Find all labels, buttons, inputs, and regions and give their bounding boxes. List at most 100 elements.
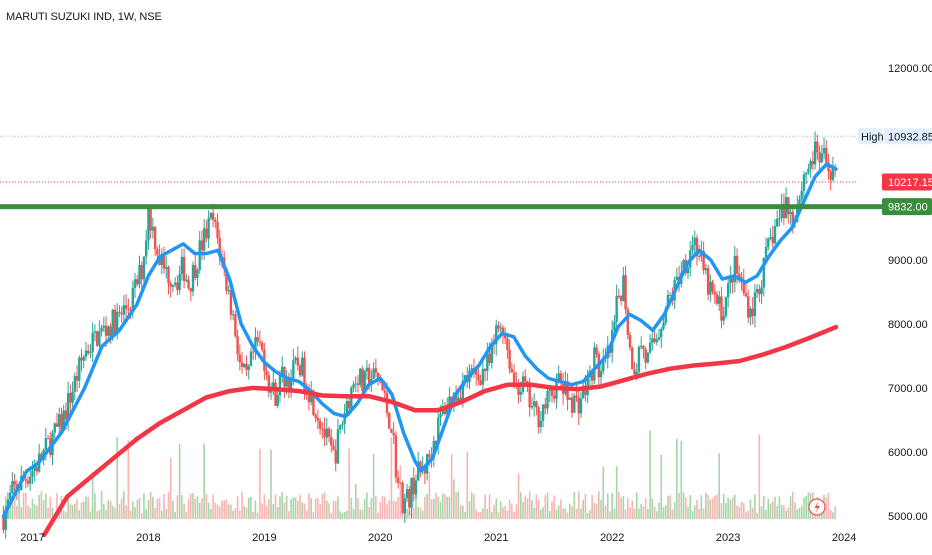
candle-body: [280, 366, 284, 374]
volume-bar: [718, 453, 721, 519]
candle-body: [11, 481, 14, 493]
volume-bar: [560, 499, 562, 519]
symbol-title: MARUTI SUZUKI IND, 1W, NSE: [6, 11, 162, 23]
volume-bar: [798, 507, 801, 519]
candle-body: [84, 350, 88, 357]
volume-bar: [62, 510, 65, 519]
candle-body: [439, 413, 442, 418]
candle-body: [800, 190, 803, 200]
volume-bar: [285, 495, 288, 519]
candle-body: [394, 435, 398, 478]
candle-body: [524, 376, 527, 382]
volume-layer: [2, 430, 836, 519]
volume-bar: [769, 503, 772, 519]
candle-body: [169, 283, 172, 287]
candle-body: [512, 372, 516, 383]
volume-bar: [47, 507, 49, 519]
last-price-badge: 10217.15: [882, 173, 932, 191]
volume-bar: [698, 508, 700, 519]
volume-bar: [178, 443, 181, 519]
volume-bar: [433, 498, 435, 519]
candle-body: [559, 373, 563, 384]
volume-bar: [120, 498, 123, 519]
volume-bar: [716, 494, 718, 519]
volume-bar: [281, 492, 283, 519]
volume-bar: [123, 491, 125, 519]
candle-body: [307, 394, 311, 403]
volume-bar: [31, 499, 34, 519]
volume-bar: [22, 493, 25, 519]
volume-bar: [488, 494, 491, 519]
volume-bar: [105, 509, 107, 519]
volume-bar: [116, 437, 118, 519]
candle-body: [142, 256, 146, 280]
volume-bar: [700, 495, 703, 519]
candle-body: [410, 477, 413, 508]
candle-body: [165, 266, 168, 269]
volume-bar: [424, 496, 426, 519]
candle-body: [64, 410, 68, 420]
candle-body: [437, 417, 440, 445]
candle-body: [207, 217, 210, 239]
volume-bar: [555, 509, 558, 519]
candle-body: [642, 345, 645, 349]
x-tick-label: 2023: [716, 532, 740, 544]
volume-bar: [412, 507, 415, 519]
volume-bar: [557, 505, 560, 519]
volume-bar: [618, 491, 620, 519]
volume-bar: [796, 509, 799, 519]
volume-bar: [470, 492, 473, 519]
volume-bar: [435, 492, 437, 519]
candle-body: [660, 328, 663, 338]
volume-bar: [350, 497, 353, 519]
candle-body: [713, 291, 716, 295]
candle-body: [697, 255, 701, 257]
candle-body: [709, 281, 712, 295]
volume-bar: [676, 438, 678, 519]
candle-body: [312, 390, 315, 416]
volume-bar: [575, 508, 578, 519]
candle-body: [820, 153, 823, 163]
candle-body: [354, 383, 357, 385]
volume-bar: [595, 504, 598, 519]
candle-body: [526, 381, 529, 383]
volume-bar: [89, 511, 92, 519]
volume-bar: [406, 508, 408, 519]
candle-body: [755, 289, 759, 293]
candle-body: [173, 282, 177, 285]
candle-body: [633, 369, 636, 375]
y-tick-label: 7000.00: [888, 383, 928, 395]
volume-bar: [477, 512, 480, 519]
candle-body: [321, 428, 324, 430]
volume-bar: [111, 506, 114, 519]
volume-bar: [564, 508, 567, 519]
volume-bar: [370, 498, 373, 519]
candle-body: [637, 347, 641, 372]
candle-body: [577, 397, 580, 414]
candle-body: [58, 414, 61, 427]
candle-body: [53, 423, 56, 433]
candle-body: [749, 308, 752, 318]
candle-body: [702, 250, 705, 271]
candle-body: [314, 415, 317, 419]
candle-body: [651, 338, 654, 343]
candle-body: [44, 438, 48, 451]
volume-bar: [571, 506, 573, 519]
candle-body: [216, 221, 219, 238]
volume-bar: [774, 496, 776, 519]
candle-body: [60, 414, 63, 431]
volume-bar: [832, 512, 834, 519]
volume-bar: [493, 504, 495, 519]
candle-body: [762, 257, 766, 288]
candle-body: [17, 489, 21, 491]
candle-body: [325, 428, 328, 438]
candle-body: [236, 336, 239, 355]
lines-layer: [0, 135, 858, 183]
lightning-icon[interactable]: [808, 498, 826, 516]
candle-body: [582, 385, 585, 399]
volume-bar: [734, 494, 736, 519]
candle-body: [744, 293, 748, 297]
volume-bar: [455, 492, 457, 519]
